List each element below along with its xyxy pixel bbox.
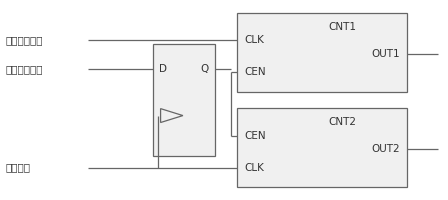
Bar	[237, 13, 407, 92]
Text: 预置闸门信号: 预置闸门信号	[5, 64, 43, 74]
Text: CEN: CEN	[244, 67, 266, 77]
Text: Q: Q	[200, 64, 208, 74]
Text: OUT2: OUT2	[372, 144, 401, 154]
Text: CEN: CEN	[244, 131, 266, 141]
Text: CLK: CLK	[244, 35, 264, 45]
Text: OUT1: OUT1	[372, 49, 401, 59]
Bar	[152, 44, 215, 156]
Text: CNT2: CNT2	[329, 117, 357, 127]
Text: CLK: CLK	[244, 163, 264, 173]
Text: 标准频率信号: 标准频率信号	[5, 35, 43, 45]
Text: D: D	[159, 64, 167, 74]
Bar	[237, 108, 407, 187]
Text: 被测信号: 被测信号	[5, 163, 30, 173]
Text: CNT1: CNT1	[329, 22, 357, 32]
